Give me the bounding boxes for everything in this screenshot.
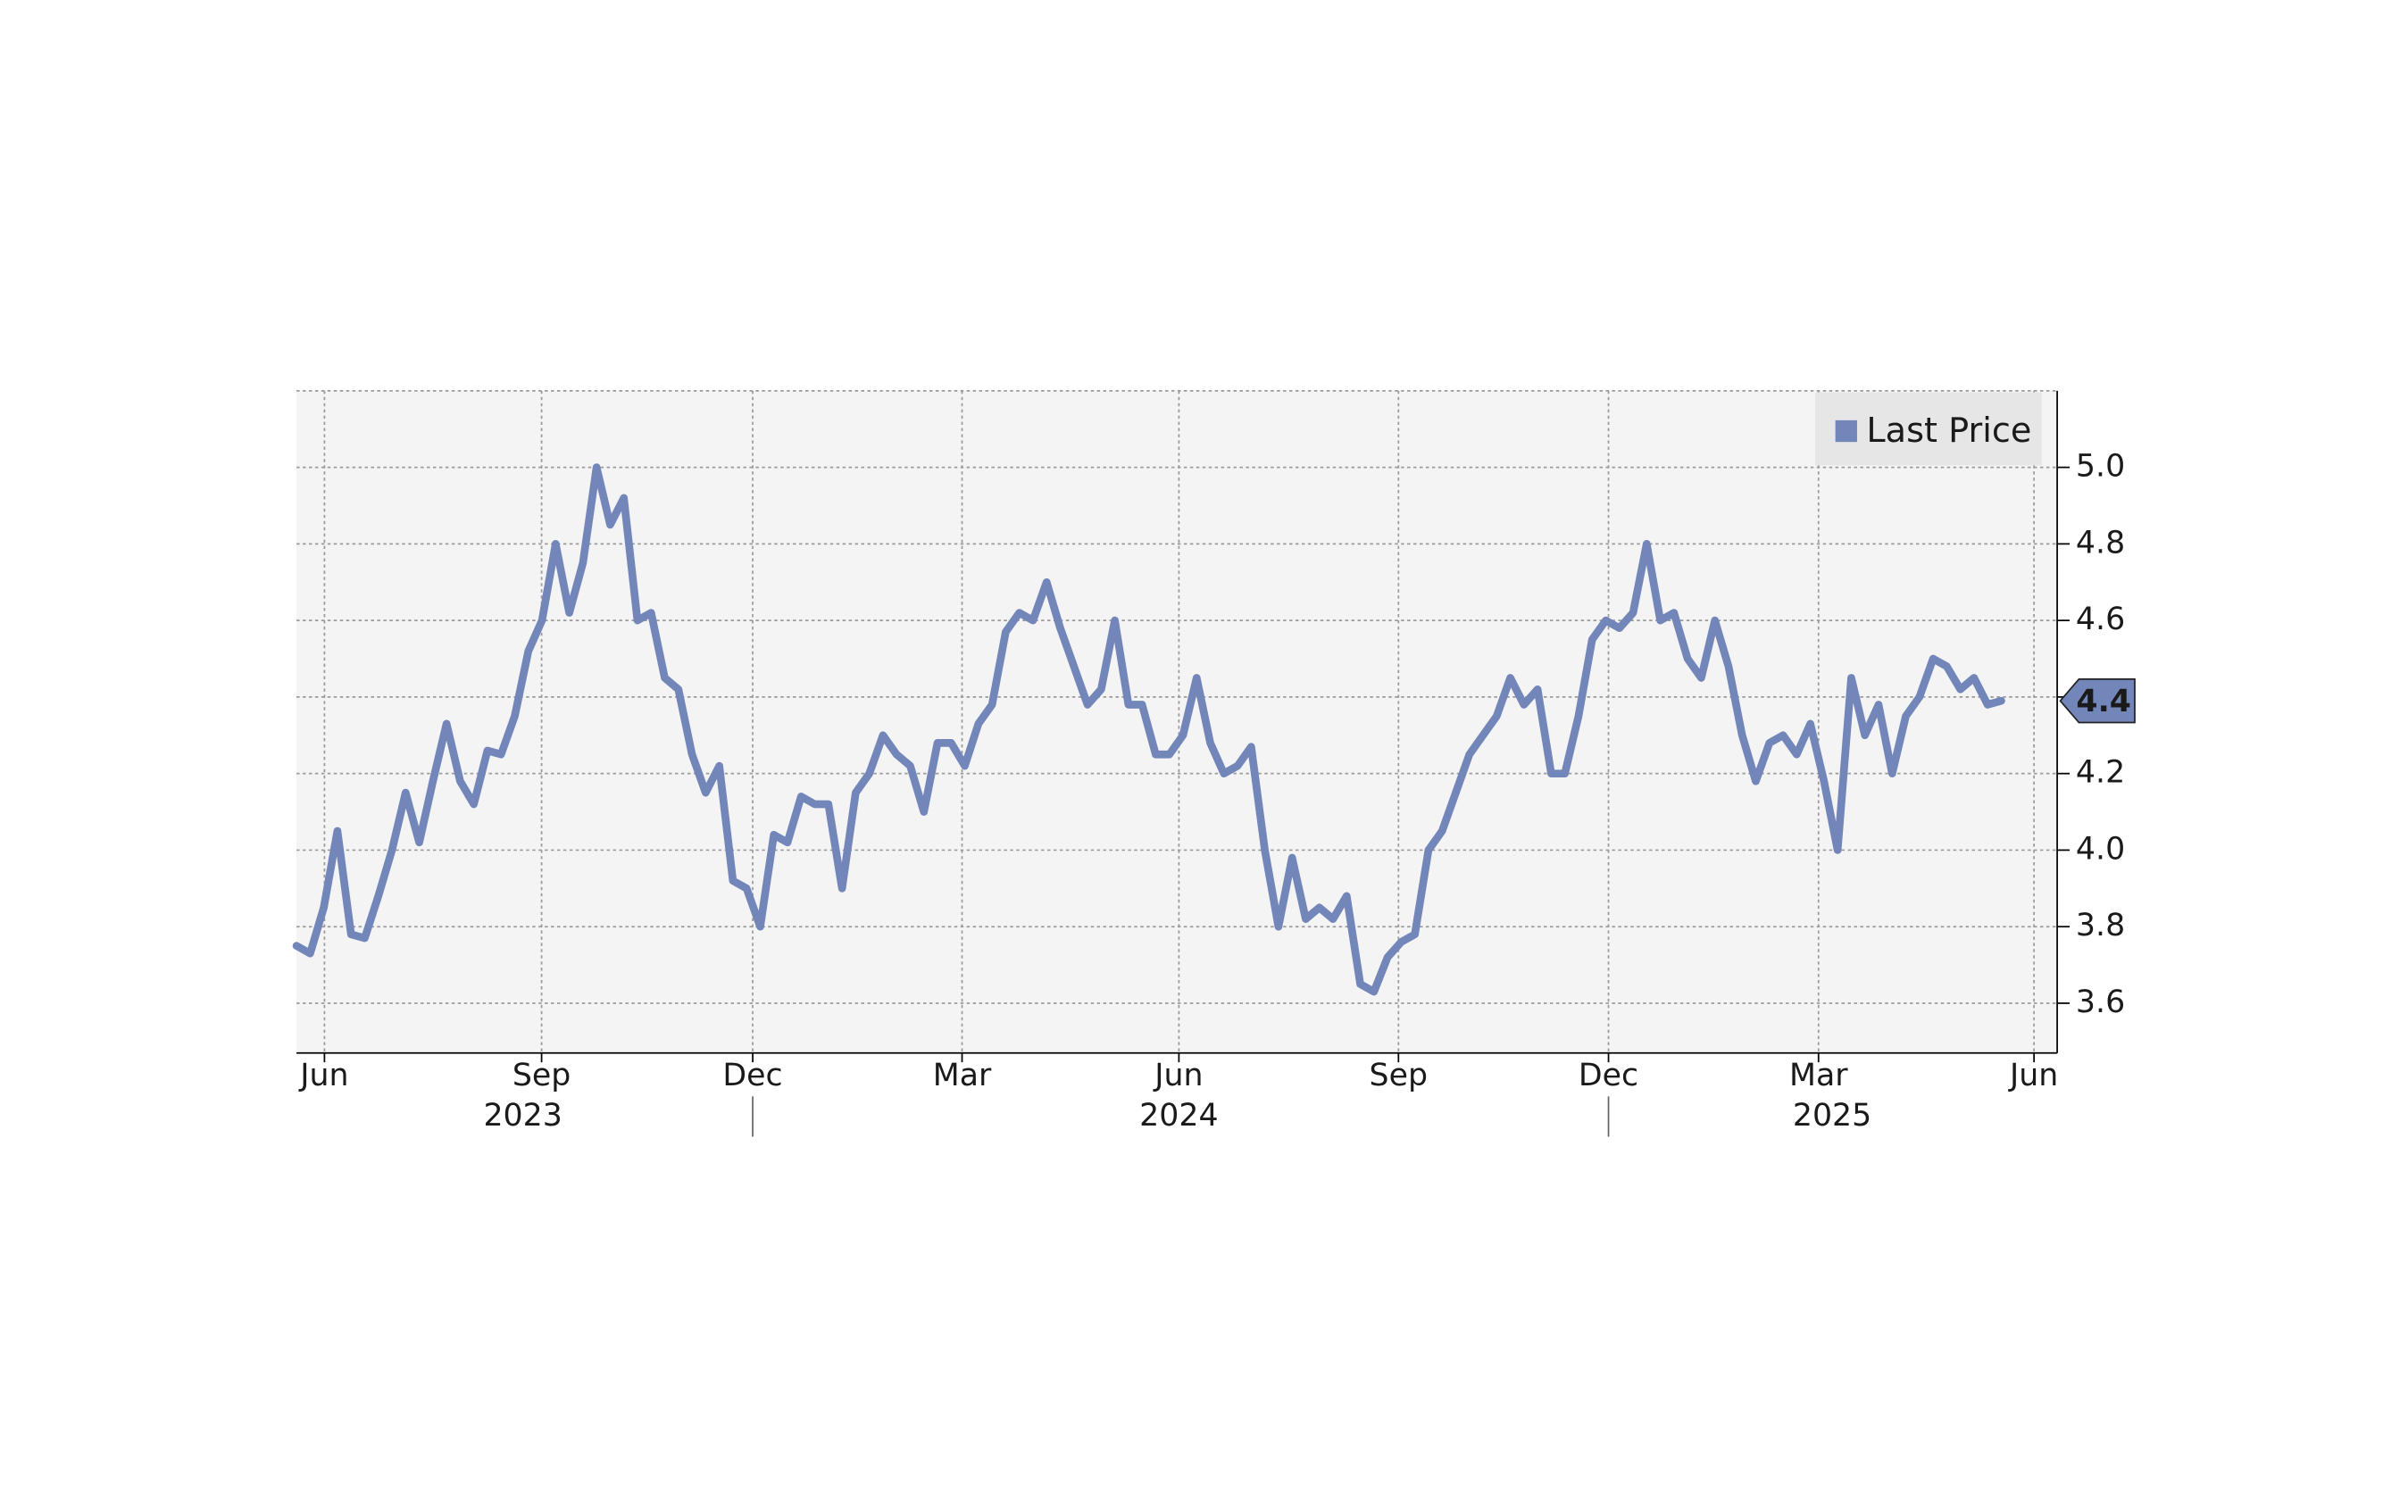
x-tick-label: Dec — [722, 1058, 782, 1093]
y-tick-label: 3.6 — [2076, 984, 2125, 1020]
x-tick-label: Sep — [1370, 1058, 1428, 1093]
y-tick-label: 4.8 — [2076, 525, 2125, 561]
year-label: 2024 — [1139, 1098, 1218, 1134]
x-tick-label: Mar — [933, 1058, 992, 1093]
legend-label: Last Price — [1866, 411, 2031, 451]
x-tick-label: Jun — [2008, 1058, 2058, 1093]
last-price-tag — [2059, 677, 2136, 724]
year-label: 2025 — [1793, 1098, 1871, 1134]
y-tick-label: 4.6 — [2076, 602, 2125, 637]
plot-area — [296, 390, 2058, 1053]
price-line — [292, 463, 2005, 996]
x-tick-label: Mar — [1789, 1058, 1848, 1093]
x-tick-label: Dec — [1579, 1058, 1638, 1093]
y-tick-label: 5.0 — [2076, 449, 2125, 485]
x-tick-label: Sep — [512, 1058, 571, 1093]
y-tick-label: 3.8 — [2076, 908, 2125, 943]
y-tick-label: 4.0 — [2076, 831, 2125, 867]
x-tick-label: Jun — [298, 1058, 348, 1093]
y-tick-label: 4.2 — [2076, 755, 2125, 791]
x-tick-label: Jun — [1153, 1058, 1203, 1093]
legend-swatch — [1835, 420, 1857, 443]
last-price-label: 4.4 — [2076, 684, 2131, 719]
year-label: 2023 — [483, 1098, 562, 1134]
